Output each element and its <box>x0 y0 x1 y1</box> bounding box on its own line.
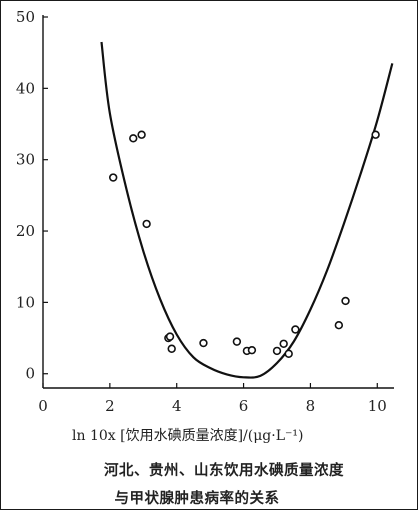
y-tick-labels: 0 10 20 30 40 50 <box>16 8 35 383</box>
x-tick-label: 0 <box>38 397 48 415</box>
data-point <box>371 130 380 139</box>
data-point <box>137 130 146 139</box>
x-tick-labels: 0 2 4 6 8 10 <box>38 397 387 415</box>
figure-caption-line2: 与甲状腺肿患病率的关系 <box>114 491 280 507</box>
data-points <box>108 130 380 358</box>
y-tick-label: 0 <box>25 365 35 383</box>
x-axis-label: ln 10x [饮用水碘质量浓度]/(μg·L⁻¹) <box>72 428 303 444</box>
y-tick-label: 40 <box>16 79 35 97</box>
data-point <box>199 338 208 348</box>
data-point <box>334 321 344 330</box>
data-point <box>165 332 175 341</box>
data-point <box>232 337 242 346</box>
figure-caption-line1: 河北、贵州、山东饮用水碘质量浓度 <box>104 463 344 479</box>
x-tick-label: 10 <box>368 397 387 415</box>
y-tick-label: 10 <box>16 293 35 311</box>
axes <box>42 15 394 389</box>
x-tick-label: 4 <box>172 397 182 415</box>
x-tick-label: 8 <box>306 397 316 415</box>
data-point <box>272 346 282 356</box>
data-point <box>284 349 293 358</box>
data-point <box>129 134 138 143</box>
data-point <box>167 344 176 353</box>
scatter-chart: 0 2 4 6 8 10 0 10 20 30 40 50 ln 10x [饮用水碘质量浓度]/(μ… <box>16 8 394 444</box>
x-tick-label: 2 <box>105 397 115 415</box>
y-tick-label: 20 <box>16 222 35 240</box>
x-tick-label: 6 <box>239 397 249 415</box>
y-tick-label: 50 <box>16 8 35 26</box>
data-point <box>291 325 300 334</box>
data-point <box>142 219 151 229</box>
data-point <box>247 345 257 355</box>
data-point <box>279 339 288 348</box>
data-point <box>108 173 118 182</box>
data-point <box>341 296 350 306</box>
y-tick-label: 30 <box>16 151 35 169</box>
fit-curve <box>100 41 394 379</box>
